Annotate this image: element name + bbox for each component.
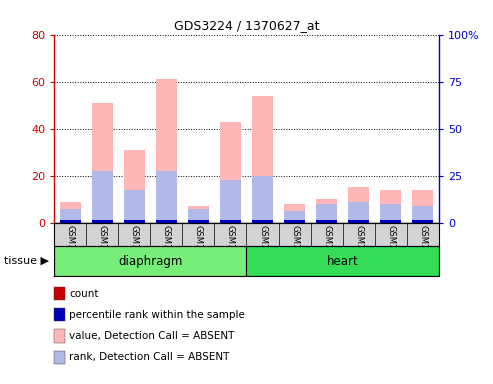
- Bar: [188, 220, 209, 223]
- Bar: [252, 96, 273, 223]
- Text: GSM160091: GSM160091: [130, 225, 139, 275]
- Text: GSM160098: GSM160098: [354, 225, 363, 275]
- Bar: [220, 220, 241, 223]
- Text: GSM160090: GSM160090: [98, 225, 107, 275]
- Text: diaphragm: diaphragm: [118, 255, 182, 268]
- Text: percentile rank within the sample: percentile rank within the sample: [69, 310, 245, 320]
- Bar: [92, 220, 113, 223]
- Text: GSM160097: GSM160097: [322, 225, 331, 275]
- Bar: [284, 211, 305, 223]
- Title: GDS3224 / 1370627_at: GDS3224 / 1370627_at: [174, 19, 319, 32]
- Bar: [188, 206, 209, 223]
- Bar: [412, 220, 433, 223]
- Bar: [380, 190, 401, 223]
- Bar: [348, 202, 369, 223]
- Text: GSM160099: GSM160099: [386, 225, 395, 275]
- Bar: [188, 220, 209, 223]
- Bar: [60, 202, 81, 223]
- Bar: [92, 171, 113, 223]
- Bar: [380, 204, 401, 223]
- Bar: [380, 220, 401, 223]
- Text: GSM160100: GSM160100: [418, 225, 427, 275]
- Bar: [220, 220, 241, 223]
- Bar: [412, 190, 433, 223]
- Bar: [156, 79, 177, 223]
- Bar: [124, 220, 145, 223]
- Text: GSM160094: GSM160094: [226, 225, 235, 275]
- Bar: [316, 220, 337, 223]
- Bar: [252, 220, 273, 223]
- Bar: [380, 220, 401, 223]
- Text: GSM160093: GSM160093: [194, 225, 203, 275]
- Bar: [348, 187, 369, 223]
- Bar: [412, 220, 433, 223]
- Bar: [124, 220, 145, 223]
- Bar: [92, 103, 113, 223]
- Bar: [284, 220, 305, 223]
- Bar: [316, 199, 337, 223]
- Bar: [124, 150, 145, 223]
- Bar: [92, 220, 113, 223]
- Bar: [246, 246, 439, 276]
- Bar: [156, 220, 177, 223]
- Bar: [348, 220, 369, 223]
- Bar: [284, 220, 305, 223]
- Bar: [284, 204, 305, 223]
- Bar: [316, 220, 337, 223]
- Bar: [124, 190, 145, 223]
- Bar: [156, 171, 177, 223]
- Text: count: count: [69, 289, 99, 299]
- Text: heart: heart: [327, 255, 358, 268]
- Bar: [60, 220, 81, 223]
- Bar: [348, 220, 369, 223]
- Bar: [412, 206, 433, 223]
- Text: GSM160089: GSM160089: [66, 225, 75, 275]
- Bar: [316, 204, 337, 223]
- Bar: [252, 220, 273, 223]
- Text: rank, Detection Call = ABSENT: rank, Detection Call = ABSENT: [69, 352, 229, 362]
- Bar: [220, 122, 241, 223]
- Bar: [156, 220, 177, 223]
- Bar: [54, 246, 246, 276]
- Text: value, Detection Call = ABSENT: value, Detection Call = ABSENT: [69, 331, 234, 341]
- Bar: [60, 220, 81, 223]
- Text: GSM160096: GSM160096: [290, 225, 299, 275]
- Text: GSM160095: GSM160095: [258, 225, 267, 275]
- Bar: [252, 176, 273, 223]
- Text: tissue ▶: tissue ▶: [4, 256, 49, 266]
- Bar: [220, 180, 241, 223]
- Text: GSM160092: GSM160092: [162, 225, 171, 275]
- Bar: [188, 209, 209, 223]
- Bar: [60, 209, 81, 223]
